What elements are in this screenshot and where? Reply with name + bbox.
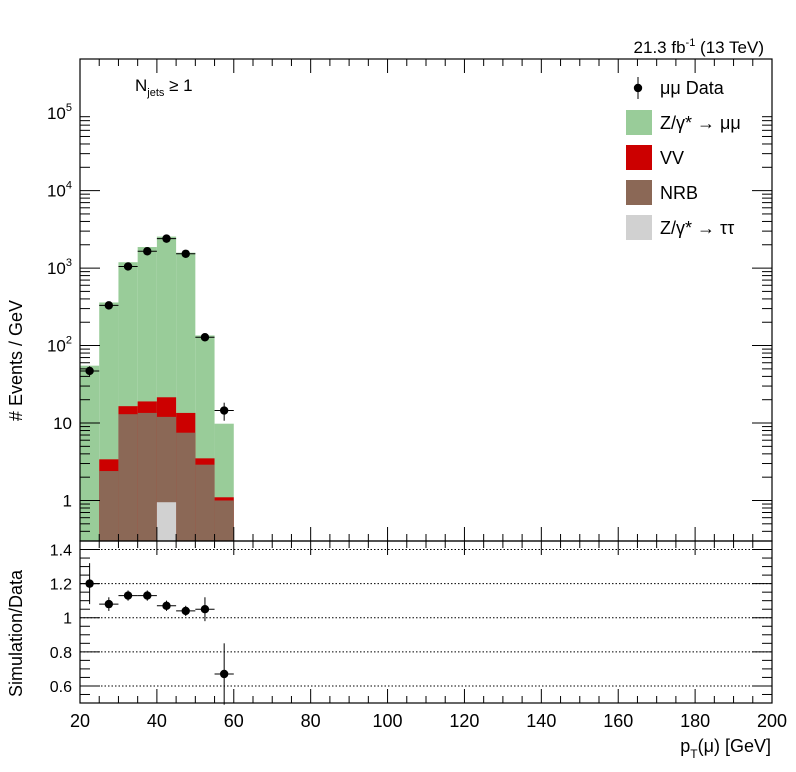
data-point-6 (200, 333, 210, 342)
main-ytick-label: 10 (53, 414, 72, 433)
ytick-mantissa: 10 (47, 337, 66, 356)
x-tick-label: 200 (757, 711, 787, 731)
lumi-label: 21.3 fb-1 (13 TeV) (634, 37, 764, 57)
ytick-exponent: 5 (66, 102, 72, 114)
legend-swatch-3 (626, 180, 652, 205)
data-point-7 (219, 406, 229, 415)
main-ytick-label: 102 (47, 335, 72, 356)
x-tick-label: 100 (373, 711, 403, 731)
legend-swatch-1 (626, 110, 652, 135)
x-tick-label: 140 (526, 711, 556, 731)
legend-label-4: Z/γ* → ττ (660, 218, 734, 238)
stacked-histogram (80, 236, 234, 542)
ratio-grid (80, 549, 772, 687)
x-tick-label: 40 (147, 711, 167, 731)
x-tick-label: 180 (680, 711, 710, 731)
ratio-axis-ticks: 0.6 0.8 1 1.2 1.4 20 40 60 80 100 120 140 160 180 200 (50, 540, 787, 731)
ratio-plot-panel: 0.60.811.21.420 40 60 80 100 120 140 160 180 200 … (6, 540, 787, 761)
legend-label-2: VV (660, 148, 684, 168)
ratio-point-3 (143, 591, 152, 600)
x-tick-label: 60 (224, 711, 244, 731)
main-ytick-label: 103 (47, 257, 72, 278)
ytick-mantissa: 10 (47, 182, 66, 201)
x-tick-label: 160 (603, 711, 633, 731)
ytick-mantissa: 1 (63, 491, 72, 510)
ratio-ytick-label: 0.6 (50, 679, 72, 696)
bar-nrb-3 (137, 412, 157, 541)
bar-nrb-5 (176, 432, 196, 541)
legend-label-1: Z/γ* → μμ (660, 113, 741, 133)
main-y-axis-label: # Events / GeV (6, 300, 26, 421)
x-axis-label: pT(μ) [GeV] (680, 736, 771, 761)
ratio-frame (79, 540, 773, 704)
legend-swatch-4 (626, 215, 652, 240)
bar-nrb-2 (118, 414, 138, 541)
legend-label-0: μμ Data (660, 78, 725, 98)
ratio-point-5 (181, 606, 190, 616)
data-points (80, 234, 234, 421)
x-tick-label: 120 (449, 711, 479, 731)
ratio-point-2 (123, 591, 133, 600)
main-ytick-label: 104 (47, 180, 72, 201)
ytick-exponent: 3 (66, 257, 72, 269)
legend-marker-0 (633, 83, 643, 93)
data-point-4 (162, 234, 171, 243)
bar-ztautau-4 (156, 502, 177, 541)
data-point-1 (104, 301, 114, 310)
ytick-mantissa: 10 (47, 104, 66, 123)
ratio-y-axis-label: Simulation/Data (6, 569, 26, 697)
bar-zmumu-0 (80, 365, 100, 541)
ytick-mantissa: 10 (53, 414, 72, 433)
legend: μμ Data Z/γ* → μμ VV NRB Z/γ* → ττ (626, 77, 741, 240)
njets-annotation: Njets ≥ 1 (135, 76, 193, 99)
ratio-ytick-label: 1.2 (50, 577, 72, 594)
ratio-ytick-label: 0.8 (50, 645, 72, 662)
ratio-point-6 (200, 605, 210, 614)
data-point-5 (181, 249, 190, 258)
ratio-points (80, 563, 234, 705)
ratio-point-1 (104, 599, 114, 609)
bar-nrb-6 (195, 464, 215, 541)
bar-nrb-1 (99, 471, 119, 541)
bar-nrb-7 (214, 500, 234, 541)
ytick-mantissa: 10 (47, 259, 66, 278)
ytick-exponent: 2 (66, 335, 72, 347)
ratio-ytick-label: 1.4 (50, 543, 72, 560)
main-ytick-label: 105 (47, 102, 72, 123)
x-tick-label: 80 (301, 711, 321, 731)
ratio-point-4 (162, 601, 171, 610)
ytick-exponent: 4 (66, 180, 72, 192)
legend-swatch-2 (626, 145, 652, 170)
data-point-3 (143, 247, 152, 256)
main-ytick-label: 1 (63, 491, 72, 510)
x-tick-label: 20 (70, 711, 90, 731)
data-point-2 (123, 262, 133, 271)
data-point-0 (85, 366, 94, 376)
ratio-ytick-label: 1 (63, 611, 72, 628)
legend-label-3: NRB (660, 183, 698, 203)
ratio-point-7 (219, 669, 229, 679)
